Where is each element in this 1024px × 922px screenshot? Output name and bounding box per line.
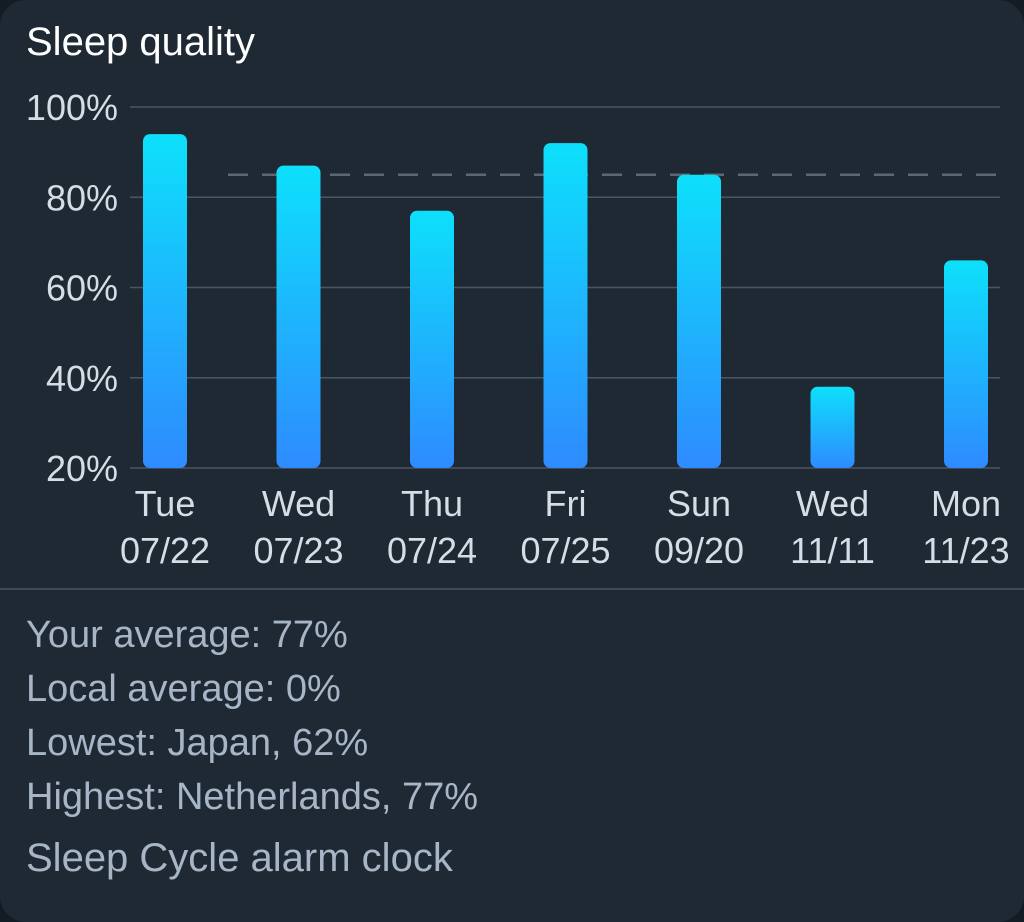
divider [0, 588, 1024, 590]
chart-title: Sleep quality [26, 20, 256, 64]
sleep-quality-bar-chart: 20% 40% 60% 80% 100% Tue 07/22 Wed 07/23 Thu 07/2… [26, 87, 1010, 571]
bars [143, 134, 988, 468]
x-tick-label-date: 11/11 [790, 530, 875, 571]
x-tick-labels: Tue 07/22 Wed 07/23 Thu 07/24 Fri 07/25 Sun 09/20… [120, 483, 1010, 571]
bar-tue-07-22[interactable] [143, 134, 187, 468]
bar-wed-07-23[interactable] [276, 165, 321, 468]
bar-thu-07-24[interactable] [410, 210, 454, 468]
x-tick-label-date: 09/20 [654, 530, 744, 571]
y-tick-label: 20% [46, 448, 118, 489]
bar-wed-11-11[interactable] [810, 386, 855, 468]
x-tick-label-day: Wed [262, 483, 335, 524]
lowest-stat: Lowest: Japan, 62% [26, 722, 369, 764]
x-tick-label-day: Mon [931, 483, 1001, 524]
x-tick-label-date: 07/24 [387, 530, 477, 571]
highest-stat: Highest: Netherlands, 77% [26, 776, 479, 818]
x-tick-label-date: 07/22 [120, 530, 210, 571]
x-tick-label-date: 11/23 [922, 530, 1009, 571]
local-average-stat: Local average: 0% [26, 668, 341, 710]
x-tick-label-day: Tue [135, 483, 196, 524]
bar-fri-07-25[interactable] [543, 143, 588, 468]
bar-mon-11-23[interactable] [944, 260, 988, 468]
x-tick-label-day: Sun [667, 483, 731, 524]
bar-sun-09-20[interactable] [677, 174, 721, 468]
x-tick-label-day: Fri [545, 483, 587, 524]
y-tick-label: 40% [46, 358, 118, 399]
your-average-stat: Your average: 77% [26, 614, 348, 656]
x-tick-label-date: 07/23 [253, 530, 343, 571]
y-tick-labels: 20% 40% 60% 80% 100% [26, 87, 118, 489]
y-tick-label: 80% [46, 177, 118, 218]
app-name-label: Sleep Cycle alarm clock [26, 836, 453, 880]
x-tick-label-day: Thu [401, 483, 463, 524]
y-tick-label: 100% [26, 87, 118, 128]
y-tick-label: 60% [46, 268, 118, 309]
x-tick-label-date: 07/25 [520, 530, 610, 571]
x-tick-label-day: Wed [796, 483, 869, 524]
